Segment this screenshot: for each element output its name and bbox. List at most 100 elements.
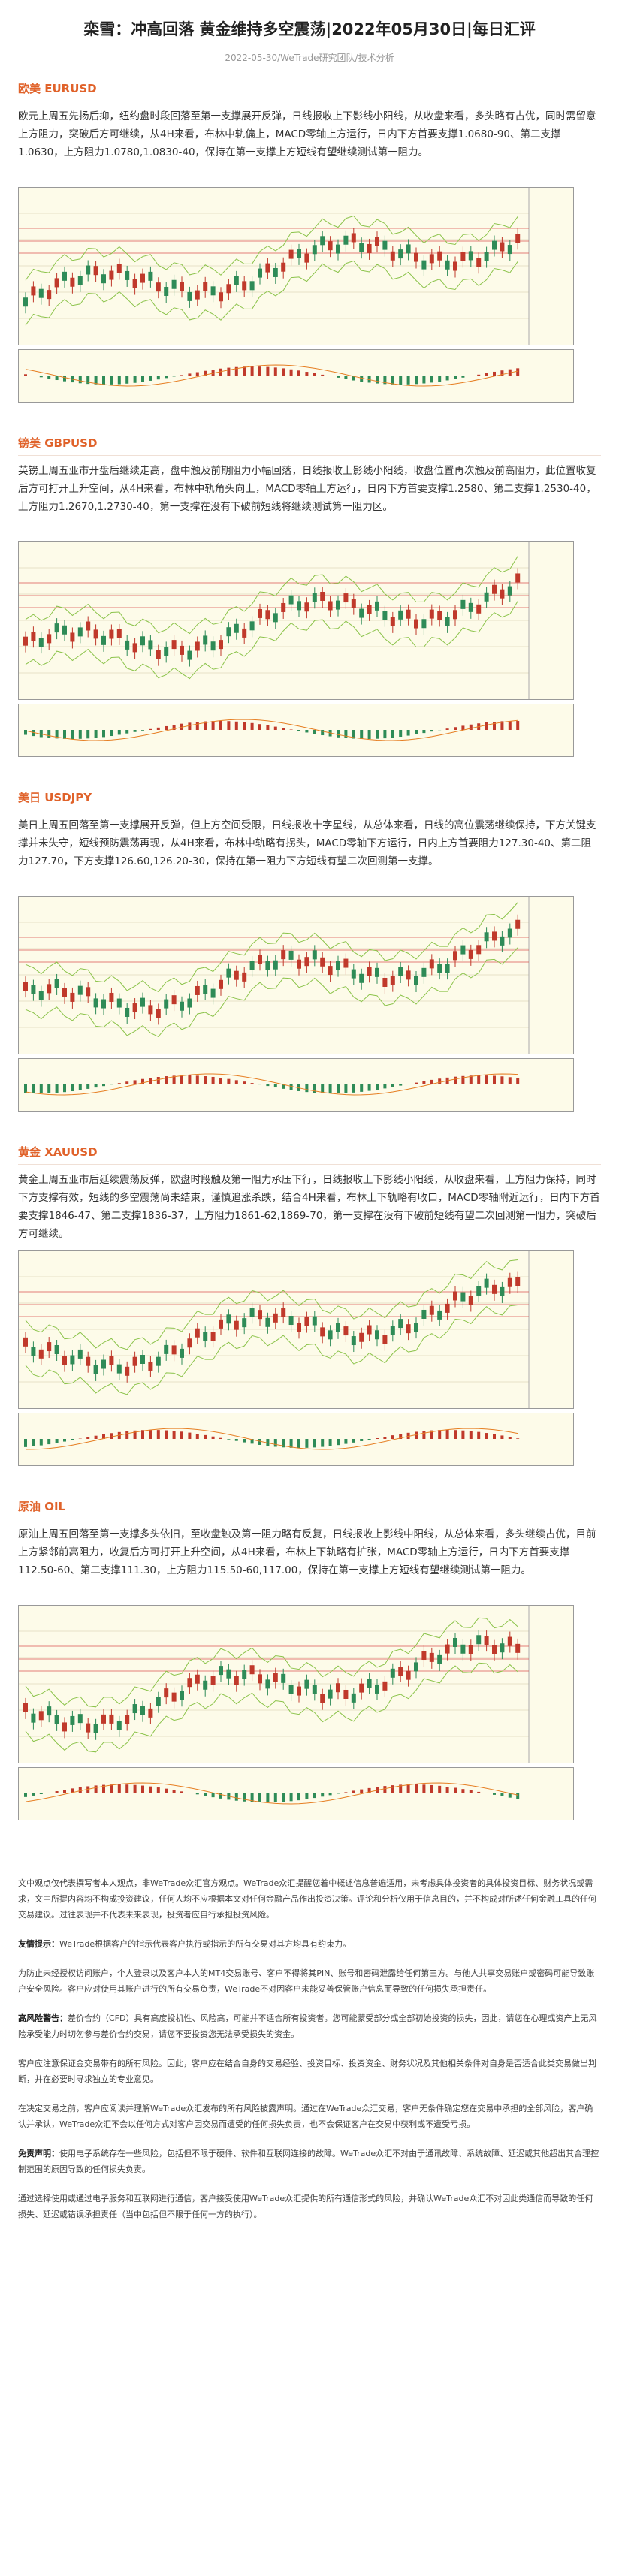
disclaimer-paragraph: 免责声明：使用电子系统存在一些风险，包括但不限于硬件、软件和互联网连接的故障。W… [18, 2146, 601, 2177]
macd-line [25, 1782, 518, 1805]
candle-body [320, 1327, 325, 1337]
candle-body [93, 1365, 98, 1374]
candle-body [195, 1674, 200, 1684]
macd-bar [500, 1076, 504, 1084]
macd-bar [328, 1084, 332, 1093]
macd-bar [516, 1078, 520, 1084]
macd-bar [430, 1079, 433, 1084]
macd-bar [227, 367, 231, 376]
candle-body [453, 261, 457, 271]
macd-bar [78, 1787, 82, 1793]
macd-bar [24, 1084, 27, 1093]
macd-bar [211, 721, 215, 730]
candle-body [265, 263, 270, 273]
macd-bar [86, 1786, 90, 1793]
candle-body [406, 970, 411, 980]
section: 黄金 XAUUSD 黄金上周五亚市后延续震荡反弹，欧盘时段触及第一阻力承压下行，日… [18, 1144, 601, 1498]
macd-bar [461, 1430, 465, 1439]
candle-body [226, 1314, 231, 1324]
section-heading: 美日 USDJPY [18, 789, 601, 810]
macd-bar [78, 1084, 82, 1090]
band-upper [25, 1259, 518, 1350]
candle-body [414, 252, 418, 262]
candle-body [390, 251, 395, 261]
macd-line [25, 364, 518, 387]
macd-bar [391, 376, 394, 385]
candle-body [226, 1669, 231, 1679]
macd-bar [94, 376, 98, 385]
macd-bar [39, 376, 43, 378]
candle-body [242, 281, 247, 291]
candle-body [476, 1286, 482, 1296]
candle-body [312, 1685, 317, 1694]
macd-bar [63, 1439, 66, 1442]
macd-bar [415, 1784, 418, 1793]
candle-body [460, 945, 466, 955]
macd-bar [110, 1433, 113, 1439]
macd-frame [18, 1767, 574, 1820]
macd-bar [313, 1084, 316, 1093]
macd-bar [360, 730, 364, 739]
macd-bar [415, 376, 418, 385]
section-heading: 原油 OIL [18, 1498, 601, 1519]
candle-body [421, 1651, 427, 1661]
macd-bar [125, 1081, 129, 1084]
macd-bar [258, 366, 261, 376]
candle-body [390, 1668, 395, 1678]
candle-body [249, 281, 255, 291]
candle-body [219, 1666, 223, 1676]
macd-bar [415, 1431, 418, 1439]
macd-bar [289, 1793, 293, 1802]
candle-body [468, 949, 473, 959]
macd-bar [172, 725, 176, 730]
candle-body [187, 650, 192, 660]
candle-body [77, 1714, 83, 1724]
macd-bar [430, 730, 433, 732]
macd-bar [24, 1793, 27, 1797]
candle-body [101, 635, 106, 645]
macd-bar [516, 721, 520, 730]
candle-body [359, 1683, 364, 1693]
band-upper [25, 556, 518, 635]
candle-body [249, 1308, 255, 1317]
candle-body [414, 619, 418, 629]
candle-body [31, 286, 36, 296]
macd-bar [516, 368, 520, 376]
candle-body [273, 1673, 278, 1682]
macd-bar [47, 376, 51, 379]
macd-bar [94, 730, 98, 738]
candle-body [148, 1708, 153, 1718]
candle-body [171, 640, 177, 650]
candle-body [476, 258, 482, 267]
candle-body [132, 1003, 137, 1013]
candle-body [125, 1366, 130, 1376]
section-body: 美日上周五回落至第一支撑展开反弹，但上方空间受限，日线报收十字星线，从总体来看，… [18, 819, 596, 867]
candle-body [70, 632, 75, 642]
macd-bar [289, 1439, 293, 1448]
candle-body [86, 1723, 91, 1733]
macd-bar [376, 1437, 379, 1439]
candle-body [210, 988, 216, 998]
section-heading: 黄金 XAUUSD [18, 1144, 601, 1165]
macd-bar [165, 1076, 168, 1084]
macd-bar [117, 376, 121, 385]
chart-image [18, 1250, 574, 1466]
macd-bar [313, 373, 316, 376]
candle-body [429, 1652, 434, 1662]
candle-body [77, 985, 83, 995]
macd-bar [24, 1439, 27, 1447]
candle-body [70, 992, 75, 1002]
macd-bar [94, 1084, 98, 1088]
macd-bar [156, 1430, 160, 1439]
macd-bar [165, 1430, 168, 1439]
macd-bar [258, 724, 261, 730]
candle-body [297, 1686, 301, 1696]
candle-body [132, 279, 137, 288]
macd-bar [24, 730, 27, 735]
candle-body [500, 242, 505, 252]
macd-bar [250, 722, 254, 730]
candle-body [187, 291, 192, 301]
macd-bar [227, 1078, 231, 1084]
candle-body [312, 1316, 317, 1326]
macd-bar [508, 721, 512, 730]
